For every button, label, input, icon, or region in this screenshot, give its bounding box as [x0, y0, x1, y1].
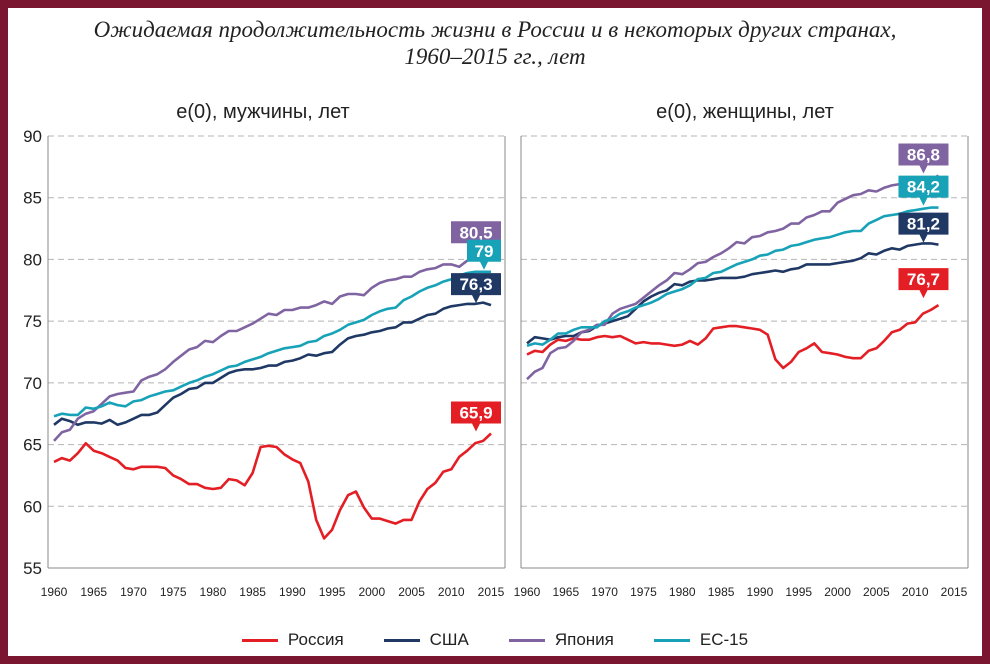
series-line-ЕС-15: [526, 206, 939, 348]
panel-title: e(0), мужчины, лет: [176, 101, 349, 123]
x-tick-label: 2010: [438, 585, 465, 599]
y-tick-label: 90: [23, 127, 42, 146]
x-tick-label: 2010: [902, 585, 929, 599]
x-tick-label: 2005: [863, 585, 890, 599]
end-label-box: [451, 221, 501, 252]
end-label-box: [467, 239, 501, 270]
legend-swatch: [653, 638, 690, 642]
legend-swatch: [508, 638, 545, 642]
legend-label: Япония: [554, 630, 614, 649]
legend-label: Россия: [287, 630, 344, 649]
legend-item: Россия: [241, 630, 344, 650]
chart-panel-2: e(0), женщины, лет 1960 1965 1970 1975 1980 19…: [514, 101, 969, 599]
x-tick-label: 1990: [279, 585, 306, 599]
end-label-box: [451, 273, 501, 304]
legend-label: США: [429, 630, 469, 649]
x-tick-label: 1980: [200, 585, 227, 599]
end-label-text: 81,2: [907, 215, 940, 234]
x-tick-label: 1995: [785, 585, 812, 599]
y-tick-label: 65: [23, 436, 42, 455]
x-tick-label: 1970: [120, 585, 147, 599]
chart-title-line2: 1960–2015 гг., лет: [404, 44, 586, 69]
end-label-box: [451, 401, 501, 432]
x-tick-label: 1975: [160, 585, 187, 599]
x-tick-label: 1960: [41, 585, 68, 599]
end-label-box: [898, 175, 949, 206]
series-line-ЕС-15: [53, 270, 491, 418]
charts-svg: e(0), мужчины, лет 55 60 65 70 75 80 85 90 1960 19…: [23, 101, 969, 599]
series-line-Япония: [53, 252, 491, 442]
x-tick-label: 1975: [630, 585, 657, 599]
end-label-text: 76,7: [907, 270, 940, 289]
x-tick-label: 1970: [591, 585, 618, 599]
x-tick-label: 1995: [319, 585, 346, 599]
legend-item: ЕС-15: [653, 630, 749, 650]
end-label-Япония: 86,8: [898, 143, 949, 174]
end-label-box: [898, 268, 949, 299]
x-tick-label: 2015: [941, 585, 968, 599]
end-label-text: 79: [475, 242, 494, 261]
series-line-Россия: [526, 303, 940, 370]
legend-item: США: [383, 630, 469, 650]
chart-title-line1: Ожидаемая продолжительность жизни в Росс…: [93, 17, 897, 42]
end-label-Россия: 65,9: [451, 401, 501, 432]
x-tick-label: 2015: [478, 585, 505, 599]
y-tick-label: 85: [23, 189, 42, 208]
x-tick-label: 1985: [708, 585, 735, 599]
chart-frame: Ожидаемая продолжительность жизни в Росс…: [8, 8, 982, 656]
x-tick-label: 1960: [514, 585, 541, 599]
end-label-text: 86,8: [907, 145, 940, 164]
end-label-box: [898, 212, 949, 243]
x-tick-label: 1985: [239, 585, 266, 599]
legend-swatch: [241, 638, 278, 642]
x-tick-label: 2005: [398, 585, 425, 599]
legend-item: Япония: [508, 630, 614, 650]
x-tick-label: 1980: [669, 585, 696, 599]
y-tick-label: 75: [23, 312, 42, 331]
panel-title: e(0), женщины, лет: [656, 101, 834, 123]
end-label-ЕС-15: 79: [467, 239, 501, 270]
y-tick-label: 55: [23, 559, 42, 578]
legend: Россия США Япония ЕС-15: [8, 628, 982, 652]
y-tick-label: 60: [23, 497, 42, 516]
chart-title: Ожидаемая продолжительность жизни в Росс…: [8, 16, 982, 70]
end-label-text: 84,2: [907, 178, 940, 197]
y-tick-label: 70: [23, 374, 42, 393]
x-tick-label: 2000: [824, 585, 851, 599]
end-label-США: 76,3: [451, 273, 501, 304]
series-line-Россия: [53, 432, 492, 540]
x-tick-label: 1990: [747, 585, 774, 599]
end-label-ЕС-15: 84,2: [898, 175, 949, 206]
end-label-Россия: 76,7: [898, 268, 949, 299]
x-tick-label: 1965: [552, 585, 579, 599]
end-label-text: 65,9: [459, 403, 492, 422]
chart-panel-1: e(0), мужчины, лет 55 60 65 70 75 80 85 90 1960 19…: [23, 101, 506, 599]
series-line-США: [53, 301, 492, 427]
legend-swatch: [383, 638, 420, 642]
end-label-Япония: 80,5: [451, 221, 501, 252]
end-label-box: [898, 143, 949, 174]
end-label-text: 80,5: [459, 223, 492, 242]
y-tick-label: 80: [23, 250, 42, 269]
series-line-Япония: [526, 174, 940, 381]
x-tick-label: 2000: [358, 585, 385, 599]
end-label-США: 81,2: [898, 212, 949, 243]
x-tick-label: 1965: [80, 585, 107, 599]
end-label-text: 76,3: [459, 275, 492, 294]
legend-label: ЕС-15: [699, 630, 749, 649]
